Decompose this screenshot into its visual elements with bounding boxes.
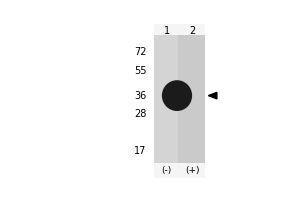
Text: 1: 1 xyxy=(164,26,169,36)
Bar xyxy=(178,35,205,163)
Bar xyxy=(154,35,205,163)
Bar xyxy=(154,35,178,163)
Polygon shape xyxy=(208,92,217,99)
Text: 72: 72 xyxy=(134,47,147,57)
Text: 17: 17 xyxy=(134,146,147,156)
Text: 2: 2 xyxy=(189,26,195,36)
Text: (+): (+) xyxy=(185,166,200,175)
Text: 28: 28 xyxy=(134,109,147,119)
Text: 55: 55 xyxy=(134,66,147,76)
Text: 36: 36 xyxy=(134,91,147,101)
Bar xyxy=(38,24,154,178)
Text: (-): (-) xyxy=(161,166,172,175)
Bar xyxy=(205,24,270,178)
Ellipse shape xyxy=(162,80,192,111)
